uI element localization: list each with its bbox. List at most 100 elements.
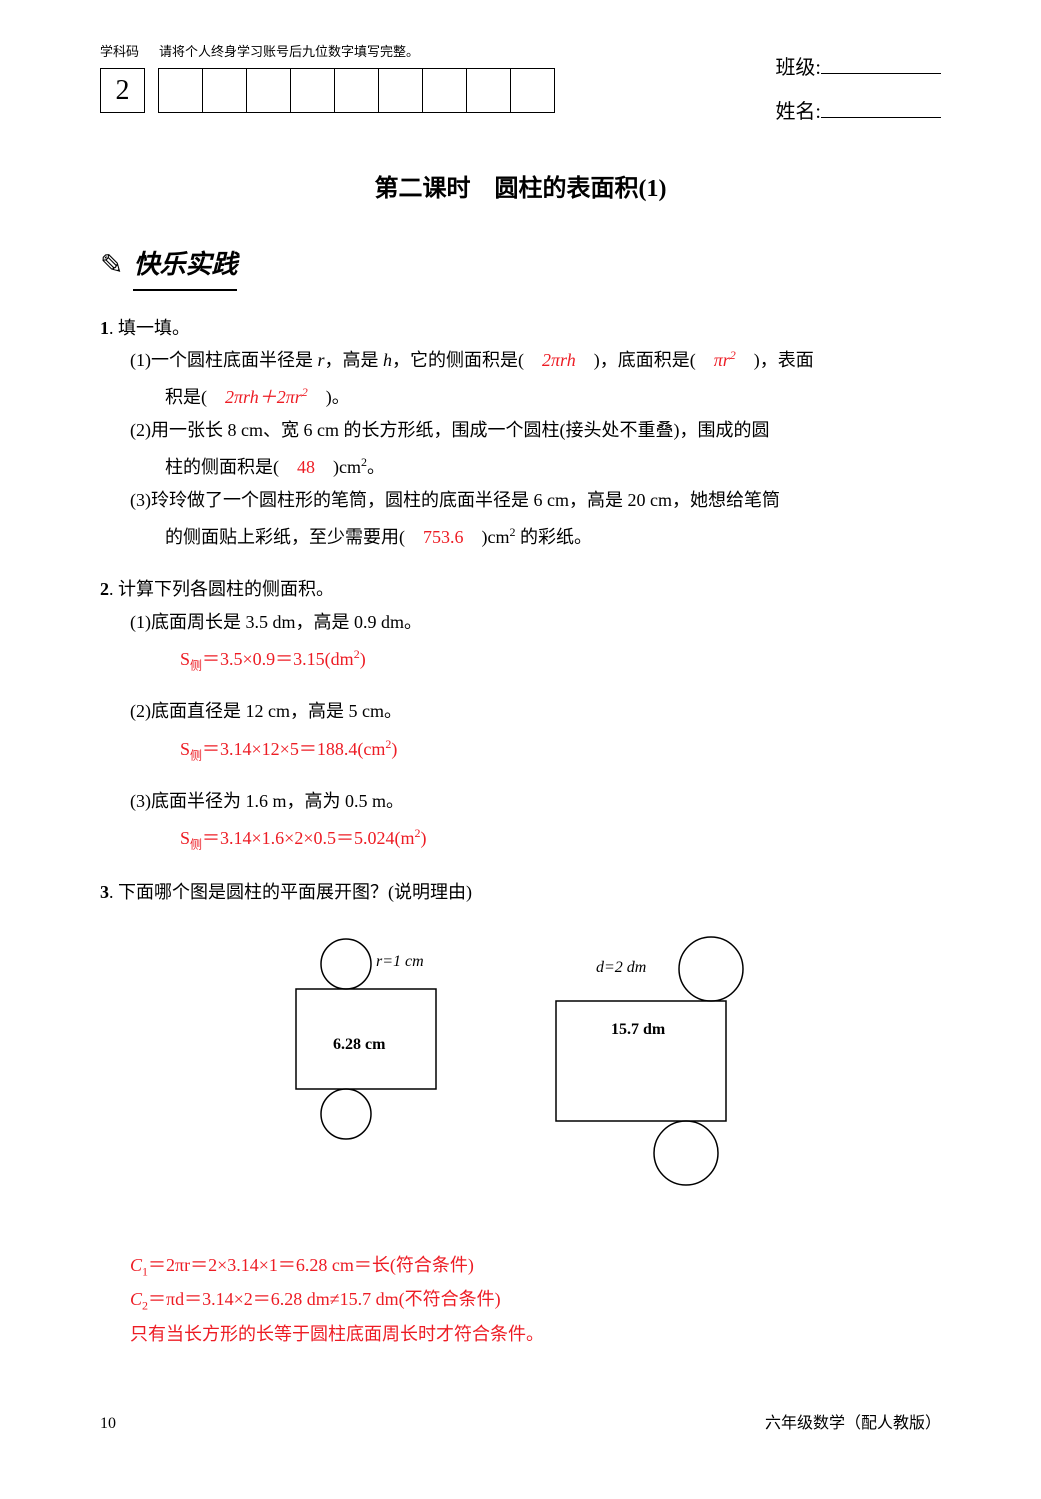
section-title: 快乐实践: [133, 242, 237, 291]
formula-body: ＝3.14×12×5＝188.4(cm: [202, 739, 385, 759]
q3-ans-line3: 只有当长方形的长等于圆柱底面周长时才符合条件。: [130, 1318, 941, 1350]
q3-ans-line2: C2＝πd＝3.14×2＝6.28 dm≠15.7 dm(不符合条件): [130, 1283, 941, 1317]
class-field: 班级:: [775, 50, 941, 86]
q2-sub2: (2)底面直径是 12 cm，高是 5 cm。: [130, 695, 941, 727]
q3-title: . 下面哪个图是圆柱的平面展开图？(说明理由): [109, 882, 472, 902]
ans-body: ＝2πr＝2×3.14×1＝6.28 cm＝长(符合条件): [148, 1255, 474, 1275]
q1-title: . 填一填。: [109, 318, 190, 338]
q1-sub2-text: )cm: [315, 457, 361, 477]
name-field: 姓名:: [775, 94, 941, 130]
q3-number: 3: [100, 882, 109, 902]
q1-number: 1: [100, 318, 109, 338]
q2-sub2-answer: S侧＝3.14×12×5＝188.4(cm2): [180, 733, 941, 767]
q2-sub1: (1)底面周长是 3.5 dm，高是 0.9 dm。: [130, 606, 941, 638]
q1-sub1-text: ，高是: [325, 350, 384, 370]
q1-sub2-line1: (2)用一张长 8 cm、宽 6 cm 的长方形纸，围成一个圆柱(接头处不重叠)…: [130, 414, 941, 446]
q1-sub1: (1)一个圆柱底面半径是 r，高是 h，它的侧面积是( 2πrh )，底面积是(…: [130, 344, 941, 376]
question-3: 3. 下面哪个图是圆柱的平面展开图？(说明理由) r=1 cm 6.28 cm …: [100, 876, 941, 1350]
lesson-title: 第二课时 圆柱的表面积(1): [100, 168, 941, 211]
code-box-filled: 2: [100, 68, 145, 113]
formula-end: ): [420, 828, 426, 848]
code-box-empty[interactable]: [422, 68, 467, 113]
q1-ans2-base: πr: [714, 350, 730, 370]
q1-sub1-line2: 积是( 2πrh＋2πr2 )。: [165, 381, 941, 413]
diagram-1: r=1 cm 6.28 cm: [271, 934, 471, 1224]
s-var: S: [180, 739, 190, 759]
q2-sub3-answer: S侧＝3.14×1.6×2×0.5＝5.024(m2): [180, 822, 941, 856]
plus-sign: ＋: [259, 387, 277, 407]
q1-sub3-text: 的彩纸。: [515, 527, 592, 547]
s-var: S: [180, 828, 190, 848]
q1-sub2-text: 柱的侧面积是(: [165, 457, 297, 477]
q2-sub1-answer: S侧＝3.5×0.9＝3.15(dm2): [180, 643, 941, 677]
q1-sub1-text: )。: [308, 387, 350, 407]
q2-sub3: (3)底面半径为 1.6 m，高为 0.5 m。: [130, 785, 941, 817]
formula-end: ): [360, 649, 366, 669]
q1-ans3b: 2πr: [277, 387, 302, 407]
formula-end: ): [391, 739, 397, 759]
q1-sub1-text: )，底面积是(: [576, 350, 714, 370]
q1-sub1-text: ，它的侧面积是(: [392, 350, 542, 370]
page-number: 10: [100, 1410, 116, 1439]
sub-ce: 侧: [190, 659, 202, 673]
code-box-empty[interactable]: [510, 68, 555, 113]
q1-sub3-line2: 的侧面贴上彩纸，至少需要用( 753.6 )cm2 的彩纸。: [165, 521, 941, 553]
s-var: S: [180, 649, 190, 669]
q1-content: (1)一个圆柱底面半径是 r，高是 h，它的侧面积是( 2πrh )，底面积是(…: [130, 344, 941, 553]
code-box-empty[interactable]: [466, 68, 511, 113]
var-h: h: [383, 350, 392, 370]
q2-number: 2: [100, 579, 109, 599]
worksheet-header: 学科码 请将个人终身学习账号后九位数字填写完整。 2 班级: 姓名:: [100, 40, 941, 138]
header-labels: 学科码 请将个人终身学习账号后九位数字填写完整。: [100, 40, 745, 63]
sub-ce: 侧: [190, 838, 202, 852]
code-box-empty[interactable]: [246, 68, 291, 113]
instruction-label: 请将个人终身学习账号后九位数字填写完整。: [159, 40, 419, 63]
name-label: 姓名:: [775, 94, 821, 130]
footer-text: 六年级数学（配人教版）: [765, 1410, 941, 1439]
q1-ans1: 2πrh: [542, 350, 576, 370]
q1-sub3-ans: 753.6: [423, 527, 464, 547]
name-underline[interactable]: [821, 94, 941, 118]
code-boxes: 2: [100, 68, 745, 113]
q1-sub3-text: 的侧面贴上彩纸，至少需要用(: [165, 527, 423, 547]
diagrams-container: r=1 cm 6.28 cm d=2 dm 15.7 dm: [100, 934, 941, 1224]
q1-ans2: πr2: [714, 350, 736, 370]
code-box-spacer: [144, 68, 159, 113]
q1-sub1-text: (1)一个圆柱底面半径是: [130, 350, 318, 370]
cylinder-net-1: r=1 cm 6.28 cm: [271, 934, 471, 1164]
q1-sub2-line2: 柱的侧面积是( 48 )cm2。: [165, 451, 941, 483]
code-box-empty[interactable]: [290, 68, 335, 113]
code-box-empty[interactable]: [334, 68, 379, 113]
c-var: C: [130, 1255, 142, 1275]
code-box-empty[interactable]: [202, 68, 247, 113]
d2-diameter-label: d=2 dm: [596, 959, 646, 976]
q1-ans3: 2πrh＋2πr2: [225, 387, 308, 407]
q2-title: . 计算下列各圆柱的侧面积。: [109, 579, 334, 599]
header-right: 班级: 姓名:: [775, 50, 941, 138]
diagram-2: d=2 dm 15.7 dm: [511, 934, 771, 1224]
q1-sub2-ans: 48: [297, 457, 315, 477]
c-var: C: [130, 1289, 142, 1309]
d1-radius-label: r=1 cm: [376, 953, 424, 970]
ans-body: ＝πd＝3.14×2＝6.28 dm≠15.7 dm(不符合条件): [148, 1289, 501, 1309]
class-underline[interactable]: [821, 50, 941, 74]
formula-body: ＝3.5×0.9＝3.15(dm: [202, 649, 354, 669]
q1-sub1-text: )，表面: [736, 350, 814, 370]
class-label: 班级:: [775, 50, 821, 86]
section-header: ✎ 快乐实践: [100, 241, 941, 291]
q1-sub3-line1: (3)玲玲做了一个圆柱形的笔筒，圆柱的底面半径是 6 cm，高是 20 cm，她…: [130, 484, 941, 516]
d1-width-label: 6.28 cm: [333, 1036, 386, 1053]
code-box-empty[interactable]: [378, 68, 423, 113]
question-2: 2. 计算下列各圆柱的侧面积。 (1)底面周长是 3.5 dm，高是 0.9 d…: [100, 573, 941, 856]
subject-code-label: 学科码: [100, 40, 139, 63]
code-box-empty[interactable]: [158, 68, 203, 113]
q3-answers: C1＝2πr＝2×3.14×1＝6.28 cm＝长(符合条件) C2＝πd＝3.…: [130, 1249, 941, 1350]
q3-ans-line1: C1＝2πr＝2×3.14×1＝6.28 cm＝长(符合条件): [130, 1249, 941, 1283]
page-footer: 10 六年级数学（配人教版）: [100, 1410, 941, 1439]
d2-width-label: 15.7 dm: [611, 1021, 666, 1038]
question-1: 1. 填一填。 (1)一个圆柱底面半径是 r，高是 h，它的侧面积是( 2πrh…: [100, 312, 941, 554]
q1-sub2-text: 。: [367, 457, 385, 477]
q1-sub1-text: 积是(: [165, 387, 225, 407]
q1-sub3-text: )cm: [464, 527, 510, 547]
cylinder-net-2: d=2 dm 15.7 dm: [511, 934, 771, 1214]
